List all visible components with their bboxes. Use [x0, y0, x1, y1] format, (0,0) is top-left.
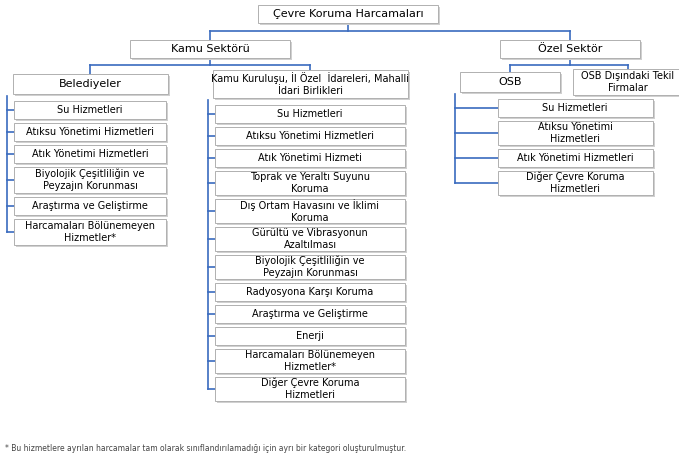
Text: OSB Dışındaki Tekil
Firmalar: OSB Dışındaki Tekil Firmalar: [581, 71, 674, 93]
Text: Araştırma ve Geliştirme: Araştırma ve Geliştirme: [252, 309, 368, 319]
Bar: [16, 147, 168, 165]
Bar: [14, 219, 166, 245]
Text: Atıksu Yönetimi Hizmetleri: Atıksu Yönetimi Hizmetleri: [26, 127, 154, 137]
Text: Harcamaları Bölünemeyen
Hizmetler*: Harcamaları Bölünemeyen Hizmetler*: [25, 221, 155, 243]
Bar: [16, 221, 168, 247]
Text: Su Hizmetleri: Su Hizmetleri: [57, 105, 123, 115]
Bar: [215, 199, 405, 223]
Bar: [498, 171, 653, 195]
Text: Atık Yönetimi Hizmetleri: Atık Yönetimi Hizmetleri: [517, 153, 634, 163]
Text: Su Hizmetleri: Su Hizmetleri: [277, 109, 343, 119]
Bar: [573, 69, 679, 95]
Bar: [215, 227, 405, 251]
Bar: [215, 105, 405, 123]
Bar: [215, 149, 405, 167]
Text: Belediyeler: Belediyeler: [58, 79, 122, 89]
Text: Özel Sektör: Özel Sektör: [538, 44, 602, 54]
Bar: [217, 229, 407, 253]
Text: * Bu hizmetlere ayrılan harcamalar tam olarak sınıflandırılamadığı için ayrı bir: * Bu hizmetlere ayrılan harcamalar tam o…: [5, 444, 406, 453]
Text: Enerji: Enerji: [296, 331, 324, 341]
Bar: [215, 305, 405, 323]
Bar: [575, 71, 679, 97]
Bar: [215, 255, 405, 279]
Text: Kamu Kuruluşu, İl Özel  İdareleri, Mahalli
İdari Birlikleri: Kamu Kuruluşu, İl Özel İdareleri, Mahall…: [211, 72, 409, 96]
Text: Biyolojik Çeşitliliğin ve
Peyzajın Korunması: Biyolojik Çeşitliliğin ve Peyzajın Korun…: [35, 169, 145, 191]
Bar: [500, 173, 655, 197]
Bar: [217, 129, 407, 147]
Text: Dış Ortam Havasını ve İklimi
Koruma: Dış Ortam Havasını ve İklimi Koruma: [240, 199, 380, 223]
Text: Gürültü ve Vibrasyonun
Azaltılması: Gürültü ve Vibrasyonun Azaltılması: [252, 228, 368, 250]
Bar: [16, 169, 168, 195]
Bar: [217, 307, 407, 325]
Bar: [215, 377, 405, 401]
Bar: [217, 379, 407, 403]
Text: Atık Yönetimi Hizmetleri: Atık Yönetimi Hizmetleri: [32, 149, 148, 159]
Bar: [14, 197, 166, 215]
Bar: [498, 121, 653, 145]
Text: Atık Yönetimi Hizmeti: Atık Yönetimi Hizmeti: [258, 153, 362, 163]
Bar: [14, 76, 170, 96]
Bar: [460, 72, 560, 92]
Bar: [217, 351, 407, 375]
Bar: [500, 40, 640, 58]
Bar: [215, 327, 405, 345]
Bar: [215, 283, 405, 301]
Bar: [498, 149, 653, 167]
Text: Biyolojik Çeşitliliğin ve
Peyzajın Korunması: Biyolojik Çeşitliliğin ve Peyzajın Korun…: [255, 256, 365, 278]
Text: Diğer Çevre Koruma
Hizmetleri: Diğer Çevre Koruma Hizmetleri: [526, 172, 624, 194]
Bar: [498, 99, 653, 117]
Bar: [258, 5, 438, 23]
Text: Araştırma ve Geliştirme: Araştırma ve Geliştirme: [32, 201, 148, 211]
Text: Harcamaları Bölünemeyen
Hizmetler*: Harcamaları Bölünemeyen Hizmetler*: [245, 350, 375, 372]
Bar: [217, 107, 407, 125]
Bar: [215, 127, 405, 145]
Bar: [502, 42, 642, 60]
Bar: [14, 101, 166, 119]
Text: Diğer Çevre Koruma
Hizmetleri: Diğer Çevre Koruma Hizmetleri: [261, 378, 359, 400]
Bar: [215, 171, 405, 195]
Text: Radyosyona Karşı Koruma: Radyosyona Karşı Koruma: [246, 287, 373, 297]
Text: Atıksu Yönetimi Hizmetleri: Atıksu Yönetimi Hizmetleri: [246, 131, 374, 141]
Bar: [132, 42, 292, 60]
Bar: [213, 70, 407, 98]
Bar: [130, 40, 290, 58]
Text: Toprak ve Yeraltı Suyunu
Koruma: Toprak ve Yeraltı Suyunu Koruma: [250, 172, 370, 194]
Bar: [14, 145, 166, 163]
Bar: [500, 151, 655, 169]
Bar: [217, 201, 407, 225]
Bar: [217, 285, 407, 303]
Bar: [16, 103, 168, 121]
Bar: [12, 74, 168, 94]
Bar: [215, 349, 405, 373]
Text: Kamu Sektörü: Kamu Sektörü: [170, 44, 249, 54]
Bar: [217, 257, 407, 281]
Text: Çevre Koruma Harcamaları: Çevre Koruma Harcamaları: [273, 9, 423, 19]
Bar: [14, 167, 166, 193]
Bar: [16, 199, 168, 217]
Bar: [215, 72, 409, 100]
Bar: [217, 329, 407, 347]
Bar: [500, 123, 655, 147]
Bar: [462, 74, 562, 94]
Bar: [217, 151, 407, 169]
Bar: [16, 125, 168, 143]
Bar: [500, 101, 655, 119]
Bar: [14, 123, 166, 141]
Bar: [260, 7, 440, 25]
Bar: [217, 173, 407, 197]
Text: OSB: OSB: [498, 77, 521, 87]
Text: Su Hizmetleri: Su Hizmetleri: [543, 103, 608, 113]
Text: Atıksu Yönetimi
Hizmetleri: Atıksu Yönetimi Hizmetleri: [538, 122, 612, 144]
